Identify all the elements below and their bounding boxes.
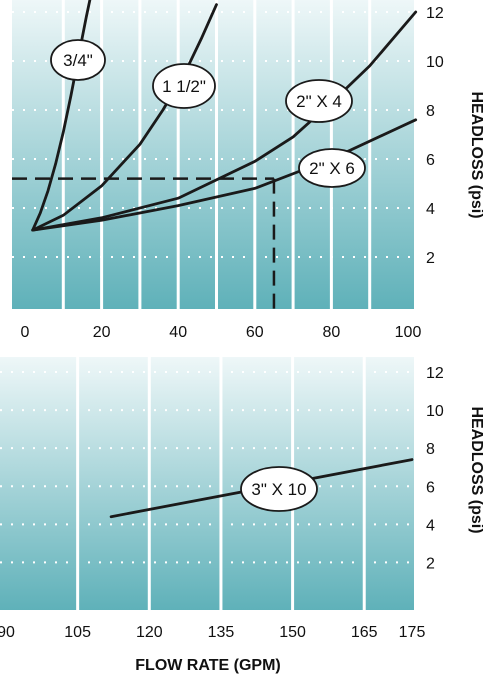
series-line-2-x-4 xyxy=(31,10,418,232)
series-label-bubble xyxy=(152,63,216,109)
bottom-y-axis-label: HEADLOSS (psi) xyxy=(468,406,483,533)
series-label-bubble xyxy=(240,466,318,512)
y-tick-label: 6 xyxy=(426,152,435,169)
reference-lines xyxy=(12,177,276,309)
series-label-text: 3" X 10 xyxy=(251,480,306,499)
x-tick-label: 120 xyxy=(136,624,163,641)
series-label-bubble xyxy=(50,39,106,81)
bottom-y-ticks: 2 4 6 8 10 12 xyxy=(426,365,444,572)
series-line-3-4 xyxy=(31,0,92,232)
x-tick-label: 40 xyxy=(169,324,187,341)
y-tick-label: 2 xyxy=(426,555,435,572)
top-y-axis-label: HEADLOSS (psi) xyxy=(468,91,483,218)
x-tick-label: 135 xyxy=(208,624,235,641)
x-tick-label: 165 xyxy=(351,624,378,641)
top-series-labels: 3/4" 1 1/2" 2" X 4 2" X 6 xyxy=(50,39,366,188)
bottom-x-ticks: 90 105 120 135 150 165 175 xyxy=(0,624,425,641)
series-label-bubble xyxy=(285,79,353,123)
x-tick-label: 80 xyxy=(323,324,341,341)
x-tick-label: 0 xyxy=(21,324,30,341)
series-label-bubble xyxy=(298,148,366,188)
y-tick-label: 2 xyxy=(426,250,435,267)
x-tick-label: 20 xyxy=(93,324,111,341)
y-tick-label: 4 xyxy=(426,517,435,534)
series-label-text: 2" X 4 xyxy=(296,92,342,111)
x-tick-label: 105 xyxy=(64,624,91,641)
y-tick-label: 10 xyxy=(426,54,444,71)
y-tick-label: 8 xyxy=(426,441,435,458)
bottom-series-labels: 3" X 10 xyxy=(240,466,318,512)
x-axis-label: FLOW RATE (GPM) xyxy=(135,657,280,674)
x-tick-label: 60 xyxy=(246,324,264,341)
x-tick-label: 175 xyxy=(399,624,426,641)
x-tick-label: 150 xyxy=(279,624,306,641)
y-tick-label: 12 xyxy=(426,5,444,22)
top-y-ticks: 2 4 6 8 10 12 xyxy=(426,5,444,267)
bottom-plot-area xyxy=(0,357,414,610)
y-tick-label: 6 xyxy=(426,479,435,496)
x-tick-label: 90 xyxy=(0,624,15,641)
y-tick-label: 8 xyxy=(426,103,435,120)
top-x-ticks: 0 20 40 60 80 100 xyxy=(21,324,422,341)
y-tick-label: 12 xyxy=(426,365,444,382)
y-tick-label: 10 xyxy=(426,403,444,420)
y-tick-label: 4 xyxy=(426,201,435,218)
series-label-text: 2" X 6 xyxy=(309,159,355,178)
series-label-text: 3/4" xyxy=(63,51,93,70)
series-line-1-1-2 xyxy=(31,3,218,232)
bottom-grid xyxy=(0,357,414,610)
x-tick-label: 100 xyxy=(395,324,422,341)
series-label-text: 1 1/2" xyxy=(162,77,206,96)
